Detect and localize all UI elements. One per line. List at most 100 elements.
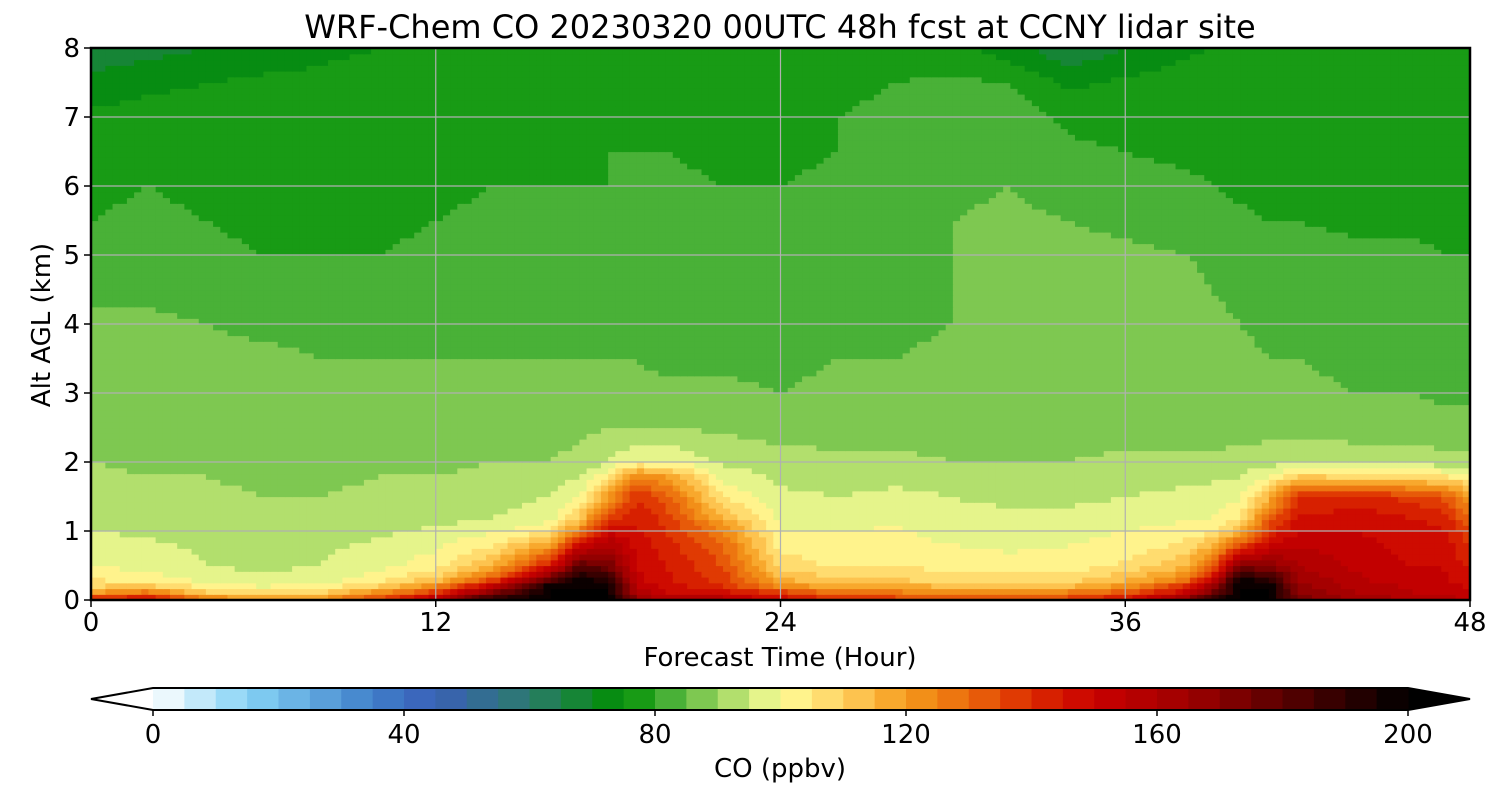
heatmap-cell [629, 473, 638, 480]
heatmap-cell [1110, 519, 1119, 526]
heatmap-cell [457, 473, 466, 480]
heatmap-cell [421, 467, 430, 475]
heatmap-cell [536, 462, 545, 469]
heatmap-cell [995, 536, 1004, 544]
heatmap-cell [241, 513, 250, 521]
heatmap-cell [1268, 490, 1277, 498]
heatmap-cell [967, 473, 976, 480]
heatmap-cell [916, 450, 925, 457]
heatmap-cell [859, 571, 868, 578]
heatmap-cell [428, 588, 437, 595]
heatmap-cell [191, 508, 200, 515]
heatmap-cell [988, 565, 997, 572]
heatmap-cell [1017, 450, 1026, 457]
heatmap-cell [299, 462, 308, 469]
heatmap-cell [1110, 456, 1119, 463]
heatmap-cell [191, 485, 200, 492]
heatmap-cell [1254, 473, 1263, 480]
heatmap-cell [1218, 513, 1227, 521]
heatmap-cell [1304, 462, 1313, 469]
heatmap-cell [586, 496, 595, 503]
heatmap-cell [471, 479, 480, 486]
heatmap-cell [256, 519, 264, 526]
heatmap-cell [414, 473, 422, 480]
heatmap-cell [342, 467, 351, 475]
heatmap-cell [744, 565, 753, 572]
heatmap-cell [881, 548, 889, 555]
heatmap-cell [1146, 582, 1155, 590]
heatmap-cell [442, 525, 451, 532]
heatmap-cell [837, 536, 846, 544]
heatmap-cell [1074, 577, 1083, 584]
heatmap-cell [1139, 531, 1148, 538]
heatmap-cell [758, 571, 767, 578]
heatmap-cell [960, 582, 968, 590]
heatmap-cell [1376, 467, 1385, 475]
heatmap-cell [1247, 479, 1256, 486]
heatmap-cell [823, 588, 832, 595]
heatmap-cell [1340, 525, 1349, 532]
heatmap-cell [1024, 525, 1033, 532]
heatmap-cell [758, 588, 767, 595]
heatmap-cell [1053, 571, 1062, 578]
heatmap-cell [98, 490, 106, 498]
heatmap-cell [493, 496, 501, 503]
heatmap-cell [1139, 456, 1148, 463]
heatmap-cell [1232, 456, 1241, 463]
heatmap-cell [837, 485, 846, 492]
heatmap-cell [1110, 554, 1119, 561]
heatmap-cell [407, 513, 415, 521]
heatmap-cell [1168, 554, 1177, 561]
heatmap-cell [471, 473, 480, 480]
heatmap-cell [478, 582, 487, 590]
heatmap-cell [184, 542, 193, 549]
heatmap-cell [270, 473, 279, 480]
heatmap-cell [1254, 467, 1263, 475]
heatmap-cell [1060, 519, 1069, 526]
heatmap-cell [270, 467, 279, 475]
heatmap-cell [536, 588, 545, 595]
heatmap-cell [1297, 508, 1306, 515]
heatmap-cell [672, 502, 681, 509]
heatmap-cell [550, 542, 559, 549]
heatmap-cell [737, 485, 746, 492]
heatmap-cell [1168, 588, 1177, 595]
heatmap-cell [823, 502, 832, 509]
heatmap-cell [141, 531, 150, 538]
heatmap-cell [701, 496, 710, 503]
heatmap-cell [1153, 542, 1162, 549]
heatmap-cell [1067, 577, 1076, 584]
heatmap-cell [1125, 588, 1134, 595]
heatmap-cell [1419, 456, 1428, 463]
heatmap-cell [1254, 559, 1263, 567]
heatmap-cell [514, 473, 523, 480]
heatmap-cell [802, 473, 810, 480]
heatmap-cell [284, 467, 293, 475]
heatmap-cell [579, 588, 588, 595]
heatmap-cell [557, 508, 566, 515]
heatmap-cell [464, 496, 473, 503]
heatmap-cell [256, 588, 264, 595]
heatmap-cell [924, 559, 932, 567]
heatmap-cell [766, 594, 774, 601]
heatmap-cell [960, 536, 968, 544]
heatmap-cell [256, 554, 264, 561]
heatmap-cell [234, 582, 243, 590]
heatmap-cell [715, 554, 724, 561]
heatmap-cell [170, 542, 178, 549]
heatmap-cell [1060, 548, 1069, 555]
heatmap-cell [600, 577, 609, 584]
heatmap-cell [263, 496, 272, 503]
heatmap-cell [363, 594, 372, 601]
heatmap-cell [457, 577, 466, 584]
heatmap-cell [292, 542, 300, 549]
heatmap-cell [1276, 542, 1284, 549]
heatmap-cell [141, 467, 150, 475]
heatmap-cell [256, 485, 264, 492]
heatmap-cell [672, 513, 681, 521]
heatmap-cell [1182, 502, 1191, 509]
heatmap-cell [478, 467, 487, 475]
heatmap-cell [414, 531, 422, 538]
heatmap-cell [1060, 542, 1069, 549]
